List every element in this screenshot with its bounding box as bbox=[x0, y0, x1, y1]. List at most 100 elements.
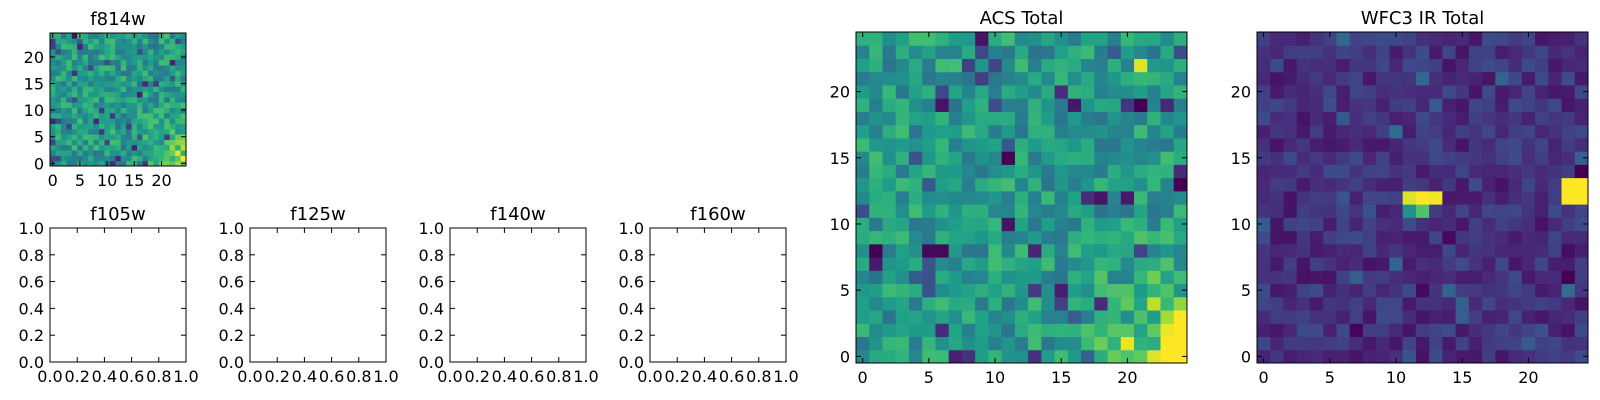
heatmap-cell bbox=[1173, 310, 1188, 324]
heatmap-cell bbox=[93, 75, 100, 82]
heatmap-cell bbox=[1041, 137, 1056, 152]
heatmap-cell bbox=[1081, 124, 1095, 139]
heatmap-cell bbox=[856, 190, 870, 205]
heatmap-cell bbox=[82, 33, 89, 39]
heatmap-cell bbox=[988, 151, 1003, 165]
heatmap-cell bbox=[1521, 45, 1536, 59]
heatmap-cell bbox=[1362, 164, 1377, 179]
heatmap-cell bbox=[104, 75, 111, 82]
heatmap-cell bbox=[961, 349, 976, 364]
heatmap-cell bbox=[158, 150, 165, 156]
heatmap-cell bbox=[120, 123, 127, 130]
heatmap-cell bbox=[1296, 58, 1311, 73]
heatmap-cell bbox=[153, 54, 160, 61]
heatmap-cell bbox=[88, 118, 95, 124]
y-tick-label: 0.6 bbox=[219, 273, 244, 292]
heatmap-cell bbox=[961, 71, 976, 86]
heatmap-cell bbox=[935, 204, 950, 218]
heatmap-cell bbox=[66, 118, 73, 124]
x-tick-label: 1.0 bbox=[573, 367, 598, 386]
heatmap-cell bbox=[153, 118, 160, 124]
heatmap-cell bbox=[1081, 296, 1095, 311]
heatmap-cell bbox=[169, 70, 176, 77]
heatmap-cell bbox=[922, 111, 936, 126]
heatmap-cell bbox=[109, 54, 116, 61]
heatmap-cell bbox=[882, 310, 897, 324]
heatmap-cell bbox=[895, 164, 910, 179]
heatmap-cell bbox=[1535, 137, 1549, 152]
heatmap-cell bbox=[164, 54, 171, 61]
heatmap-cell bbox=[922, 71, 936, 86]
heatmap-cell bbox=[1429, 283, 1443, 298]
heatmap-cell bbox=[175, 155, 182, 162]
heatmap-cell bbox=[153, 33, 160, 39]
heatmap-cell bbox=[98, 64, 105, 71]
heatmap-cell bbox=[60, 48, 67, 55]
heatmap-cell bbox=[1442, 310, 1457, 324]
heatmap-cell bbox=[869, 58, 883, 73]
heatmap-cell bbox=[1041, 323, 1056, 338]
heatmap-cell bbox=[975, 243, 989, 258]
heatmap-cell bbox=[1067, 270, 1082, 285]
heatmap-cell bbox=[1014, 32, 1029, 46]
heatmap-cell bbox=[93, 134, 100, 140]
heatmap-cell bbox=[975, 283, 989, 298]
heatmap-cell bbox=[164, 33, 171, 39]
y-tick-label: 0.2 bbox=[19, 326, 44, 345]
heatmap-cell bbox=[1349, 137, 1364, 152]
heatmap-cell bbox=[1147, 257, 1162, 271]
panel-title: f814w bbox=[90, 9, 145, 30]
heatmap-cell bbox=[71, 80, 78, 87]
heatmap-cell bbox=[66, 102, 73, 108]
heatmap-cell bbox=[1376, 257, 1390, 271]
heatmap-cell bbox=[1160, 45, 1175, 59]
y-tick-label: 20 bbox=[1231, 83, 1251, 102]
heatmap-cell bbox=[1173, 84, 1188, 99]
heatmap-cell bbox=[1535, 349, 1549, 364]
heatmap-cell bbox=[93, 86, 100, 93]
heatmap-cell bbox=[158, 86, 165, 93]
heatmap-cell bbox=[948, 98, 963, 112]
heatmap-cell bbox=[175, 43, 182, 50]
heatmap-cell bbox=[1001, 151, 1016, 165]
heatmap-cell bbox=[153, 64, 160, 71]
heatmap-cell bbox=[1296, 257, 1311, 271]
heatmap-cell bbox=[169, 160, 176, 167]
heatmap-cell bbox=[77, 96, 84, 103]
heatmap-cell bbox=[55, 128, 62, 135]
heatmap-cell bbox=[142, 70, 149, 77]
heatmap-cell bbox=[93, 144, 100, 151]
heatmap-cell bbox=[1160, 257, 1175, 271]
axes-frame bbox=[49, 32, 187, 167]
heatmap-cell bbox=[961, 217, 976, 232]
heatmap-cell bbox=[1561, 111, 1576, 126]
heatmap-cell bbox=[1147, 111, 1162, 126]
heatmap-cell bbox=[77, 64, 84, 71]
heatmap-cell bbox=[856, 257, 870, 271]
x-tick-label: 0.2 bbox=[664, 367, 689, 386]
heatmap-cell bbox=[126, 75, 133, 82]
heatmap-cell bbox=[158, 38, 165, 45]
heatmap-cell bbox=[1455, 124, 1470, 139]
heatmap-cell bbox=[1561, 349, 1576, 364]
heatmap-cell bbox=[142, 155, 149, 162]
heatmap-cell bbox=[895, 32, 910, 46]
heatmap-cell bbox=[1362, 217, 1377, 232]
heatmap-cell bbox=[60, 33, 67, 39]
heatmap-cell bbox=[895, 217, 910, 232]
heatmap-cell bbox=[1468, 45, 1483, 59]
heatmap-cell bbox=[1561, 204, 1576, 218]
heatmap-cell bbox=[131, 123, 138, 130]
heatmap-cell bbox=[1309, 164, 1324, 179]
heatmap-cell bbox=[137, 118, 143, 124]
heatmap-cell bbox=[1336, 32, 1351, 46]
heatmap-cell bbox=[175, 118, 182, 124]
heatmap-cell bbox=[66, 70, 73, 77]
heatmap-cell bbox=[164, 64, 171, 71]
heatmap-cell bbox=[1442, 124, 1457, 139]
heatmap-cell bbox=[1107, 71, 1122, 86]
heatmap-cell bbox=[50, 150, 56, 156]
heatmap-cell bbox=[1429, 177, 1443, 192]
heatmap-cell bbox=[882, 137, 897, 152]
heatmap-cell bbox=[988, 45, 1003, 59]
